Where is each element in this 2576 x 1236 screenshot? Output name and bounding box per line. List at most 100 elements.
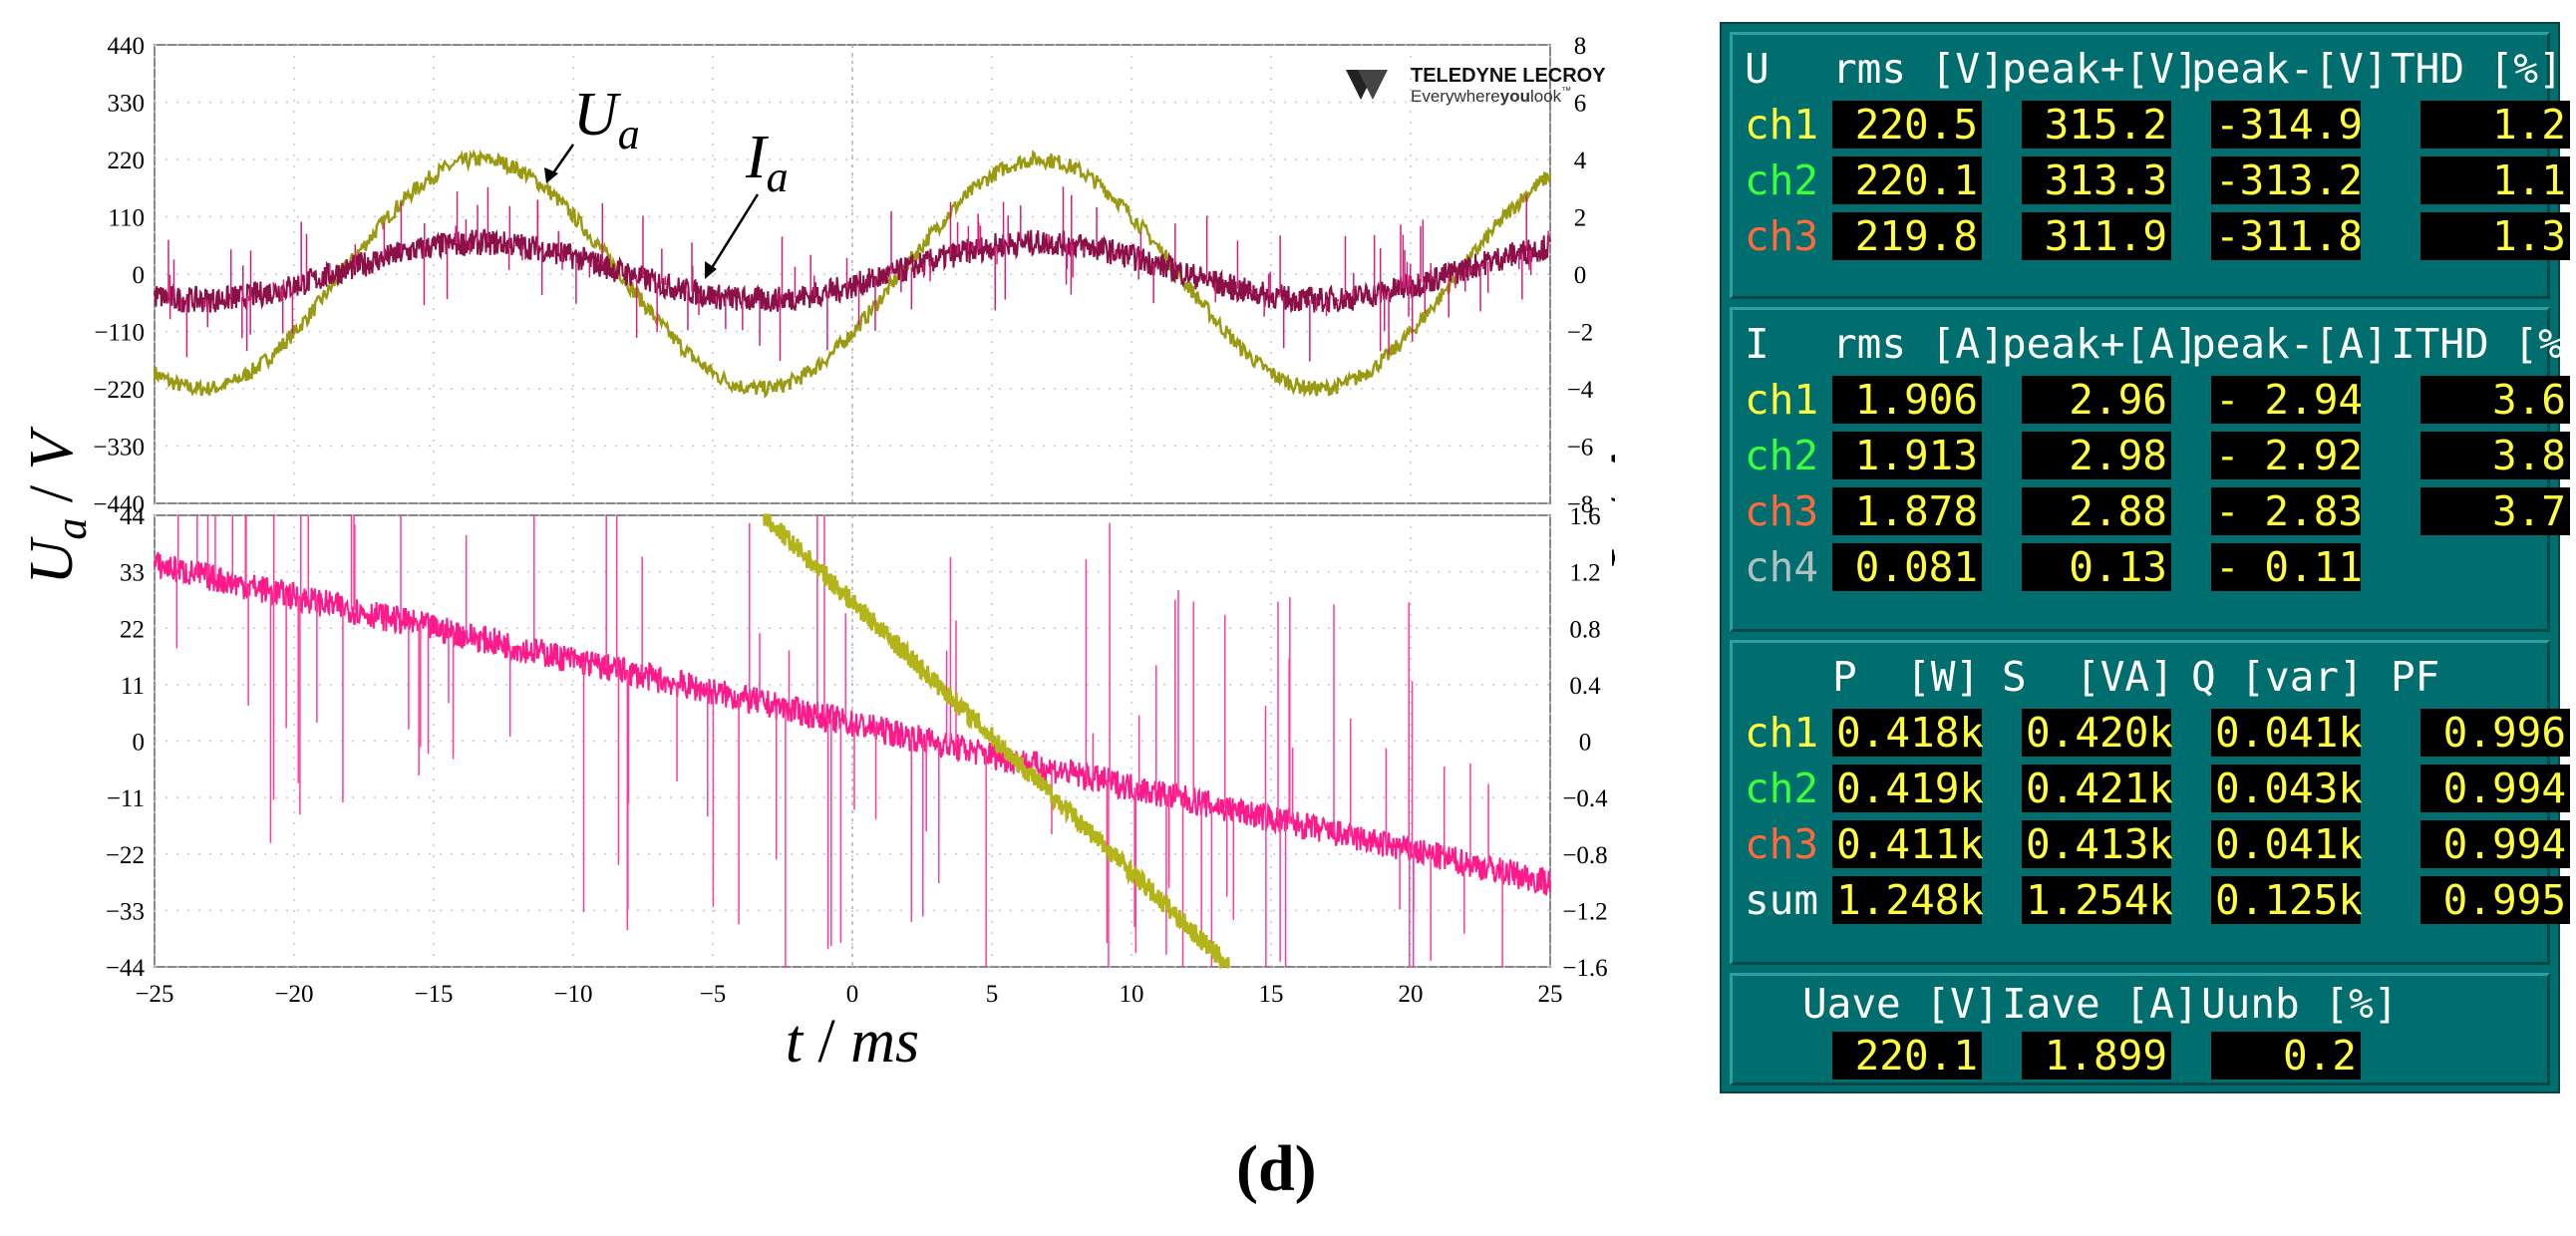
readout-ch2-1: 0.421k [2022, 765, 2173, 812]
y-tick-right-upper: −8 [1567, 491, 1594, 518]
readout-ch2-1: 313.3 [2022, 156, 2171, 204]
y-tick-left-lower: 0 [133, 730, 146, 757]
readout-ch3-0: 219.8 [1832, 212, 1982, 260]
channel-label-ch3: ch3 [1745, 820, 1819, 868]
average-readout-0: 220.1 [1832, 1032, 1982, 1080]
y-axis-right-var: I [1599, 548, 1615, 573]
readout-ch2-2: 0.043k [2211, 765, 2363, 812]
annotation-ia-arrowhead [705, 261, 717, 279]
y-tick-left-upper: 330 [108, 91, 146, 118]
logo-tagline-b: you [1500, 87, 1530, 106]
column-header: peak+[V] [2002, 45, 2199, 93]
average-section: Uave [V] Iave [A] Uunb [%] 220.1 1.899 0.2 [1730, 973, 2550, 1085]
x-axis-sep: / [803, 1008, 850, 1076]
x-tick-label: 20 [1399, 981, 1424, 1008]
annotation-ia-arrow [708, 193, 760, 272]
readout-ch1-0: 1.906 [1832, 376, 1982, 424]
readout-ch2-3: 0.994 [2420, 765, 2570, 812]
y-tick-left-lower: 22 [120, 616, 145, 643]
series-ua-trace [153, 149, 1552, 399]
y-tick-left-upper: 0 [133, 262, 146, 289]
y-tick-right-upper: 2 [1574, 205, 1587, 232]
readout-sum-1: 1.254k [2022, 876, 2173, 924]
figure-caption: (d) [1236, 1132, 1317, 1205]
readout-ch1-1: 2.96 [2022, 376, 2171, 424]
y-axis-left-var: U [18, 535, 86, 584]
y-tick-left-lower: 11 [121, 673, 145, 700]
readout-ch2-2: - 2.92 [2211, 432, 2363, 479]
column-header: rms [A] [1832, 320, 2005, 368]
series-ia-zoom-trace [154, 551, 1551, 896]
x-tick-label: −15 [414, 981, 453, 1008]
readout-ch1-2: - 2.94 [2211, 376, 2363, 424]
y-tick-left-upper: −330 [93, 435, 145, 462]
y-axis-left-sep: / [18, 469, 86, 517]
x-tick-label: −20 [274, 981, 313, 1008]
readout-ch3-2: - 2.83 [2211, 487, 2363, 535]
y-axis-right-unit: A [1599, 443, 1615, 485]
x-tick-label: 25 [1538, 981, 1563, 1008]
y-tick-left-lower: −44 [106, 955, 146, 982]
logo-tagline-a: Everywhere [1411, 87, 1500, 106]
readout-ch3-1: 2.88 [2022, 487, 2171, 535]
readout-sum-3: 0.995 [2420, 876, 2570, 924]
logo-tagline: Everywhereyoulook™ [1411, 86, 1571, 106]
y-axis-left-unit: V [18, 426, 86, 469]
x-tick-label: −5 [700, 981, 727, 1008]
x-axis-var: t [786, 1008, 805, 1076]
y-tick-right-lower: 0 [1579, 730, 1592, 757]
y-tick-right-upper: −2 [1567, 320, 1594, 347]
logo-mark [1358, 70, 1388, 100]
y-tick-left-lower: −22 [106, 842, 145, 869]
readout-ch1-3: 0.996 [2420, 709, 2570, 757]
y-tick-left-upper: 220 [108, 148, 146, 174]
readout-ch2-1: 2.98 [2022, 432, 2171, 479]
readout-ch4-2: - 0.11 [2211, 543, 2363, 591]
average-readout-2: 0.2 [2211, 1032, 2361, 1080]
channel-label-ch2: ch2 [1745, 432, 1819, 479]
oscilloscope-figure: 440 330 220 110 0 −110 −220 −330 −440 8 6 4 2 0 −2 −4 −6… [18, 33, 1677, 1076]
y-tick-left-upper: −110 [94, 320, 145, 347]
readout-ch3-1: 311.9 [2022, 212, 2171, 260]
readout-ch2-3: 1.1 [2420, 156, 2570, 204]
readout-ch2-2: -313.2 [2211, 156, 2363, 204]
y-tick-left-upper: 110 [108, 205, 145, 232]
readout-ch2-0: 0.419k [1832, 765, 1984, 812]
y-tick-right-lower: 1.6 [1569, 503, 1600, 530]
readout-sum-2: 0.125k [2211, 876, 2363, 924]
column-header: THD [%] [2391, 45, 2563, 93]
column-header: peak-[A] [2191, 320, 2389, 368]
column-header: peak-[V] [2191, 45, 2389, 93]
y-tick-right-upper: 6 [1574, 91, 1587, 118]
column-header: rms [V] [1832, 45, 2005, 93]
channel-label-ch3: ch3 [1745, 212, 1819, 260]
logo-tagline-c: look [1530, 87, 1562, 106]
x-axis-unit: ms [850, 1008, 919, 1076]
x-tick-label: −25 [135, 981, 173, 1008]
channel-label-ch4: ch4 [1745, 543, 1819, 591]
readout-ch4-1: 0.13 [2022, 543, 2171, 591]
readout-ch1-3: 3.6 [2420, 376, 2570, 424]
column-header: U [1745, 45, 1770, 93]
readout-ch2-0: 1.913 [1832, 432, 1982, 479]
readout-ch1-0: 0.418k [1832, 709, 1984, 757]
y-axis-title-right: Ia / A [1599, 443, 1615, 573]
column-header: peak+[A] [2002, 320, 2199, 368]
column-header: P [W] [1832, 653, 1981, 701]
readout-ch4-0: 0.081 [1832, 543, 1982, 591]
oscilloscope-plot: 4403302201100−110−220−330−44086420−2−4−6… [18, 33, 1677, 1076]
y-tick-right-upper: 8 [1574, 33, 1587, 60]
logo-tm: ™ [1561, 86, 1571, 97]
channel-label-ch2: ch2 [1745, 156, 1819, 204]
y-tick-right-lower: −0.4 [1562, 785, 1608, 812]
column-header: ITHD [%] [2391, 320, 2576, 368]
y-tick-right-upper: 0 [1574, 262, 1587, 289]
x-tick-label: 0 [846, 981, 859, 1008]
annotation-ua-arrowhead [544, 167, 558, 183]
readout-ch3-3: 3.7 [2420, 487, 2570, 535]
readout-ch1-3: 1.2 [2420, 101, 2570, 149]
y-tick-right-lower: 0.4 [1569, 673, 1601, 700]
y-tick-left-upper: 440 [108, 33, 146, 60]
